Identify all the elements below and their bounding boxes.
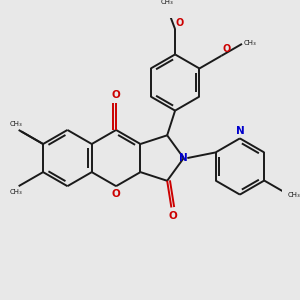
Text: O: O (168, 211, 177, 221)
Text: CH₃: CH₃ (10, 121, 23, 127)
Text: CH₃: CH₃ (243, 40, 256, 46)
Text: CH₃: CH₃ (160, 0, 173, 5)
Text: O: O (112, 90, 121, 100)
Text: CH₃: CH₃ (287, 192, 300, 198)
Text: N: N (236, 126, 244, 136)
Text: O: O (112, 189, 121, 199)
Text: O: O (176, 18, 184, 28)
Text: CH₃: CH₃ (10, 189, 23, 195)
Text: N: N (179, 153, 188, 163)
Text: O: O (222, 44, 230, 54)
